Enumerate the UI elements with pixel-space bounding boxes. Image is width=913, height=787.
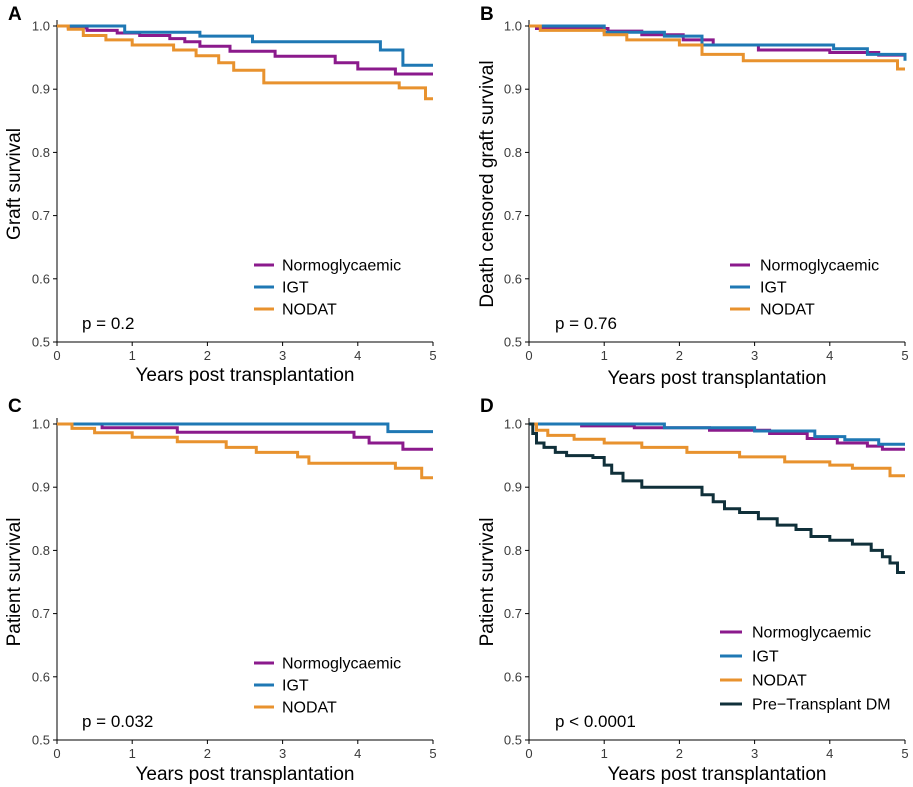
panel-c-x-tick-label: 2 — [204, 746, 211, 761]
panel-c-y-tick-label: 0.8 — [32, 543, 50, 558]
panel-a-legend-label-igt: IGT — [282, 280, 309, 297]
panel-d-x-tick-label: 4 — [826, 746, 833, 761]
panel-d-y-tick-label: 1.0 — [504, 417, 522, 432]
panel-c-y-tick-label: 0.5 — [32, 733, 50, 748]
panel-a-y-tick-label: 0.5 — [32, 335, 50, 350]
panel-a-y-tick-label: 0.9 — [32, 82, 50, 97]
panel-b-legend-label-igt: IGT — [760, 280, 787, 297]
panel-d-series-pre-transplant-dm-line — [529, 422, 905, 574]
panel-b-legend-label-nodat: NODAT — [760, 302, 815, 319]
panel-a-y-tick-label: 0.7 — [32, 208, 50, 223]
panel-c-legend-label-nodat: NODAT — [282, 700, 337, 717]
panel-a-y-axis-title: Graft survival — [4, 128, 25, 240]
panel-d-y-tick-label: 0.5 — [504, 733, 522, 748]
panel-b-y-tick-label: 0.8 — [504, 145, 522, 160]
panel-b-y-tick-label: 0.5 — [504, 335, 522, 350]
panel-c-x-tick-label: 3 — [279, 746, 286, 761]
panel-a-legend-label-nodat: NODAT — [282, 302, 337, 319]
panel-d-x-tick-label: 3 — [751, 746, 758, 761]
panel-b-x-tick-label: 1 — [601, 348, 608, 363]
panel-a-series-igt-line — [57, 24, 433, 67]
panel-d-y-tick-label: 0.9 — [504, 480, 522, 495]
panel-c-x-tick-label: 4 — [354, 746, 361, 761]
panel-b-letter: B — [480, 4, 494, 25]
panel-a-letter: A — [8, 4, 22, 25]
panel-a-x-tick-label: 3 — [279, 348, 286, 363]
panel-c-series-nodat-line — [57, 422, 433, 480]
panel-a-x-tick-label: 0 — [53, 348, 60, 363]
panel-a-legend-label-normoglycaemic: Normoglycaemic — [282, 258, 401, 275]
panel-d-y-tick-label: 0.6 — [504, 669, 522, 684]
panel-c-x-tick-label: 5 — [429, 746, 436, 761]
panel-b-series-normoglycaemic-line — [529, 24, 905, 57]
panel-c-series-normoglycaemic-line — [57, 422, 433, 451]
panel-b-x-tick-label: 0 — [525, 348, 532, 363]
panel-b-legend-label-normoglycaemic: Normoglycaemic — [760, 258, 879, 275]
panel-d-legend-label-igt: IGT — [752, 649, 779, 666]
panel-d-y-tick-label: 0.7 — [504, 606, 522, 621]
panel-b-x-tick-label: 5 — [901, 348, 908, 363]
panel-c-pvalue: p = 0.032 — [82, 712, 153, 731]
panel-a-series-normoglycaemic-line — [57, 24, 433, 76]
panel-a-x-tick-label: 4 — [354, 348, 361, 363]
panel-b-x-tick-label: 4 — [826, 348, 833, 363]
panel-a-x-axis-title: Years post transplantation — [135, 365, 354, 386]
panel-d-x-tick-label: 5 — [901, 746, 908, 761]
panel-b-y-tick-label: 0.9 — [504, 82, 522, 97]
panel-b-x-tick-label: 2 — [676, 348, 683, 363]
panel-d-legend-label-pre-transplant-dm: Pre−Transplant DM — [752, 697, 891, 714]
panel-d-series-igt-line — [529, 422, 905, 446]
panel-d-x-axis-title: Years post transplantation — [607, 764, 826, 785]
panel-a-y-tick-label: 0.8 — [32, 145, 50, 160]
panel-b-y-tick-label: 0.7 — [504, 208, 522, 223]
panel-d-series-nodat-line — [529, 422, 905, 478]
panel-d-x-tick-label: 2 — [676, 746, 683, 761]
panel-c-y-tick-label: 0.9 — [32, 480, 50, 495]
panel-c-y-axis-title: Patient survival — [4, 518, 25, 647]
panel-c-series-igt-line — [57, 422, 433, 434]
panel-d-letter: D — [480, 396, 494, 417]
panel-d-y-axis-title: Patient survival — [477, 518, 498, 647]
panel-c-x-axis-title: Years post transplantation — [135, 764, 354, 785]
panel-c-y-tick-label: 1.0 — [32, 417, 50, 432]
panel-b-y-tick-label: 1.0 — [504, 19, 522, 34]
panel-d-legend-label-normoglycaemic: Normoglycaemic — [752, 625, 871, 642]
panel-c-letter: C — [8, 396, 22, 417]
panel-b-x-axis-title: Years post transplantation — [607, 368, 826, 389]
panel-d-legend-label-nodat: NODAT — [752, 673, 807, 690]
panel-a-x-tick-label: 5 — [429, 348, 436, 363]
panel-b-x-tick-label: 3 — [751, 348, 758, 363]
panel-a-x-tick-label: 1 — [129, 348, 136, 363]
panel-d-series-normoglycaemic-line — [529, 422, 905, 451]
panel-c-y-tick-label: 0.7 — [32, 606, 50, 621]
panel-c-x-tick-label: 0 — [53, 746, 60, 761]
panel-c-legend-label-normoglycaemic: Normoglycaemic — [282, 656, 401, 673]
panel-a-x-tick-label: 2 — [204, 348, 211, 363]
panel-b-series-nodat-line — [529, 24, 905, 71]
panel-a-series-nodat-line — [57, 24, 433, 101]
panel-d-x-tick-label: 1 — [601, 746, 608, 761]
panel-b-y-tick-label: 0.6 — [504, 271, 522, 286]
panel-d-y-tick-label: 0.8 — [504, 543, 522, 558]
panel-c-y-tick-label: 0.6 — [32, 669, 50, 684]
panel-a-y-tick-label: 0.6 — [32, 271, 50, 286]
panel-c-x-tick-label: 1 — [129, 746, 136, 761]
panel-b-pvalue: p = 0.76 — [555, 314, 617, 333]
panel-c-legend-label-igt: IGT — [282, 678, 309, 695]
panel-b-y-axis-title: Death censored graft survival — [477, 60, 498, 307]
panel-a-y-tick-label: 1.0 — [32, 19, 50, 34]
panel-d-x-tick-label: 0 — [525, 746, 532, 761]
panel-d-pvalue: p < 0.0001 — [555, 712, 636, 731]
panel-a-pvalue: p = 0.2 — [82, 314, 134, 333]
